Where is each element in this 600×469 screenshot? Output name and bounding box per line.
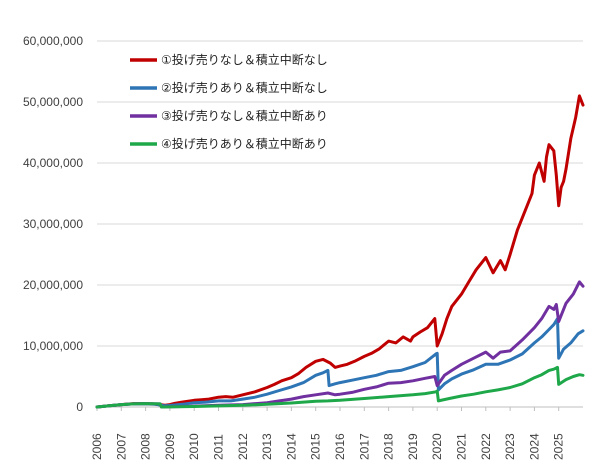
x-tick-label: 2014 [284,433,298,460]
x-tick-label: 2006 [90,433,104,460]
x-tick-label: 2023 [503,433,517,460]
series-line-1 [95,94,585,409]
x-tick-label: 2007 [114,433,128,460]
x-tick-label: 2021 [455,433,469,460]
series-line-4 [95,365,585,409]
x-tick-label: 2019 [406,433,420,460]
series-lines [95,94,585,409]
y-axis: 0 10,000,000 20,000,000 30,000,000 40,000,00… [23,34,83,414]
y-tick-label: 60,000,000 [23,34,83,48]
x-axis: 2006 2007 2008 2009 2010 2011 2012 2013 2014 2015… [90,406,583,460]
x-tick-label: 2009 [163,433,177,460]
y-tick-label: 50,000,000 [23,95,83,109]
legend-label-2: ②投げ売りあり＆積立中断なし [161,80,328,95]
x-tick-label: 2008 [139,433,153,460]
y-tick-label: 0 [76,400,83,414]
x-tick-label: 2022 [479,433,493,460]
x-tick-label: 2016 [333,433,347,460]
y-tick-label: 40,000,000 [23,156,83,170]
x-tick-label: 2024 [527,433,541,460]
legend-label-4: ④投げ売りあり＆積立中断あり [161,136,328,151]
legend-label-3: ③投げ売りなし＆積立中断あり [161,108,328,123]
legend: ①投げ売りなし＆積立中断なし ②投げ売りあり＆積立中断なし ③投げ売りなし＆積立中断… [130,52,328,151]
x-tick-label: 2012 [236,433,250,460]
x-tick-label: 2017 [357,433,371,460]
x-tick-label: 2020 [430,433,444,460]
x-tick-label: 2010 [187,433,201,460]
y-tick-label: 10,000,000 [23,339,83,353]
legend-label-1: ①投げ売りなし＆積立中断なし [161,52,328,67]
x-tick-label: 2025 [552,433,566,460]
y-tick-label: 30,000,000 [23,217,83,231]
y-tick-label: 20,000,000 [23,278,83,292]
gridlines [97,40,583,347]
x-tick-label: 2015 [309,433,323,460]
x-tick-label: 2018 [382,433,396,460]
x-tick-label: 2011 [212,434,226,460]
x-tick-label: 2013 [260,433,274,460]
series-line-2 [95,317,585,409]
